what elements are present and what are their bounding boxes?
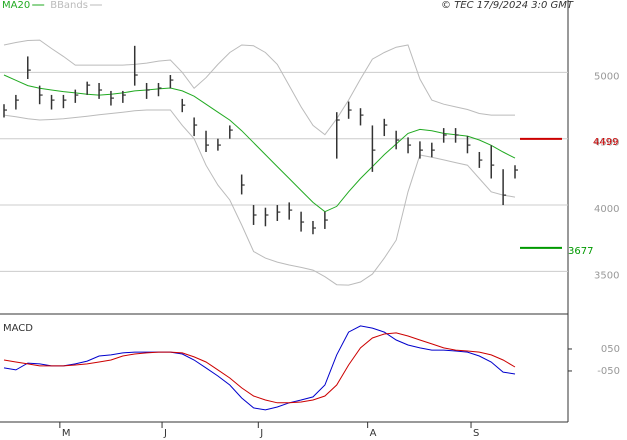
y-tick-label: 4000 (594, 204, 619, 215)
y-tick-label: 4500 (594, 138, 619, 149)
x-tick-label: A (370, 428, 377, 439)
overlay-line (3, 74, 516, 213)
y-tick-label: 5000 (594, 71, 619, 82)
y-tick-label: 3500 (594, 270, 619, 281)
legend-label: MA20 (2, 0, 30, 11)
x-tick-label: S (473, 428, 479, 439)
macd-line (3, 325, 516, 411)
y2-tick-label: -050 (597, 366, 620, 377)
y2-tick-label: 050 (601, 344, 620, 355)
copyright: © TEC 17/9/2024 3:0 GMT (441, 0, 574, 11)
legend-label: BBands (50, 0, 88, 11)
macd-line (3, 332, 516, 404)
x-tick-label: J (259, 428, 263, 439)
level-label: 4499 (593, 137, 618, 148)
level-label: 3677 (568, 246, 593, 257)
x-tick-label: M (62, 428, 71, 439)
indicator-title: MACD (3, 323, 33, 334)
overlay-line (3, 39, 515, 136)
overlay-lower (3, 109, 516, 286)
x-tick-label: J (163, 428, 167, 439)
